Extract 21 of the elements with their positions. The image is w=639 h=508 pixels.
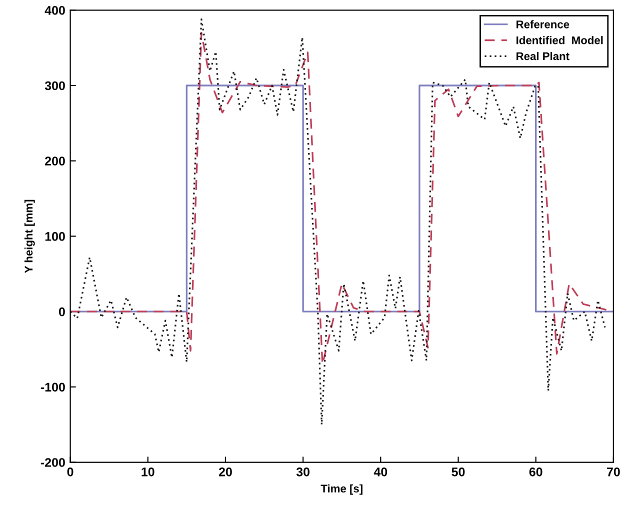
legend-label: Reference <box>516 20 570 28</box>
x-tick-label: 60 <box>529 467 542 476</box>
y-tick-label: 200 <box>45 156 65 166</box>
x-axis-title: Time [s] <box>320 484 362 495</box>
x-tick-label: 20 <box>218 467 232 476</box>
y-tick-label: 300 <box>44 81 65 90</box>
y-tick-label: 100 <box>45 232 65 241</box>
y-axis-title: Y height [mm] <box>24 200 35 273</box>
x-tick-label: 50 <box>452 467 465 476</box>
y-tick-label: -100 <box>40 382 65 392</box>
x-tick-label: 40 <box>374 467 388 476</box>
legend-label: Real Plant <box>516 52 570 60</box>
y-tick-label: -200 <box>40 458 65 467</box>
y-tick-label: 0 <box>58 307 65 316</box>
x-tick-label: 30 <box>296 467 310 476</box>
line-series <box>70 18 606 426</box>
y-tick-label: 400 <box>44 6 65 15</box>
x-tick-label: 70 <box>607 467 620 476</box>
x-tick-label: 0 <box>67 467 74 476</box>
legend-label: Identified Model <box>516 36 603 44</box>
x-tick-label: 10 <box>142 467 154 476</box>
